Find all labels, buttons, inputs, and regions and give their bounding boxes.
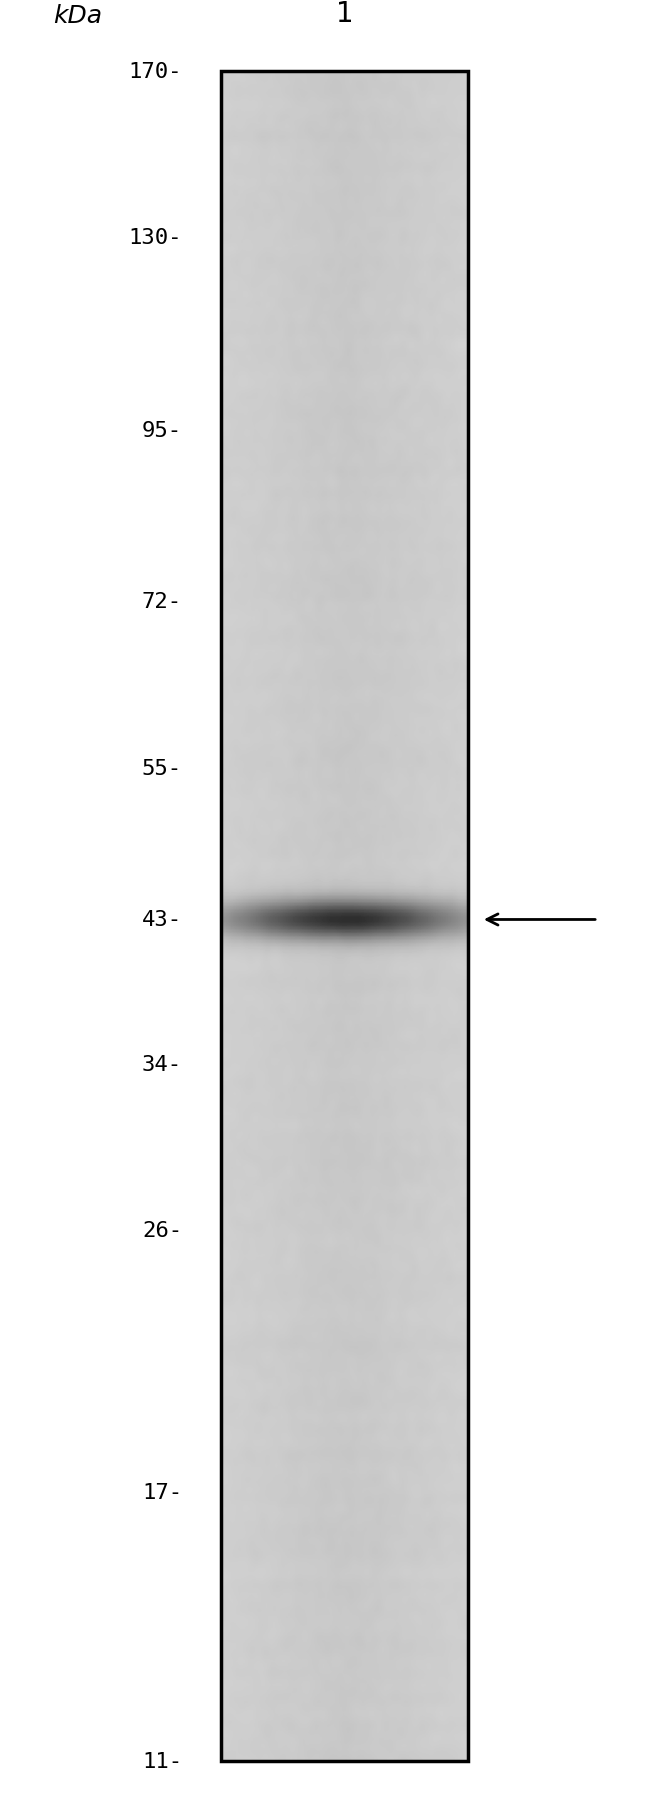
Bar [221,72,468,1760]
Text: 170-: 170- [129,63,182,83]
Text: 43-: 43- [142,910,182,930]
Text: kDa: kDa [53,4,103,29]
Text: 55-: 55- [142,758,182,778]
Text: 72-: 72- [142,592,182,612]
Text: 1: 1 [335,0,354,29]
Text: 26-: 26- [142,1220,182,1240]
Text: 34-: 34- [142,1054,182,1074]
Text: 95-: 95- [142,421,182,440]
Text: 130-: 130- [129,227,182,247]
Text: 17-: 17- [142,1482,182,1502]
Text: 11-: 11- [142,1751,182,1771]
